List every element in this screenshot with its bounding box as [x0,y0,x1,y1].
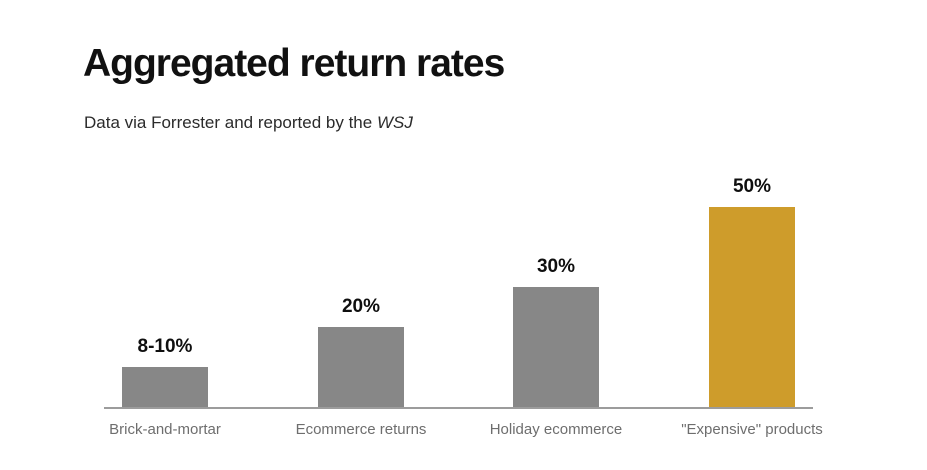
category-label: Holiday ecommerce [489,421,623,438]
value-label: 50% [732,176,772,197]
category-label: Brick-and-mortar [109,421,221,438]
bar-column: 30% [458,256,654,407]
value-label: 8-10% [137,336,193,357]
subtitle-text: Data via Forrester and reported by the [84,113,377,132]
bar [709,207,795,407]
bar-column: 8-10% [67,336,263,407]
value-label: 20% [341,296,381,317]
category-axis-labels: Brick-and-mortar Ecommerce returns Holiday… [104,421,823,443]
chart-title: Aggregated return rates [83,42,505,85]
chart-subtitle: Data via Forrester and reported by the W… [84,112,413,134]
category-label: "Expensive" products [681,421,823,438]
bar [122,367,208,407]
bar [513,287,599,407]
value-label: 30% [536,256,576,277]
category-label: Ecommerce returns [295,421,427,438]
bar-column: 50% [654,176,850,407]
bar-chart-plot-area: 8-10% 20% 30% 50% [104,158,813,409]
subtitle-source-italic: WSJ [376,113,413,132]
bar [318,327,404,407]
bar-column: 20% [263,296,459,407]
